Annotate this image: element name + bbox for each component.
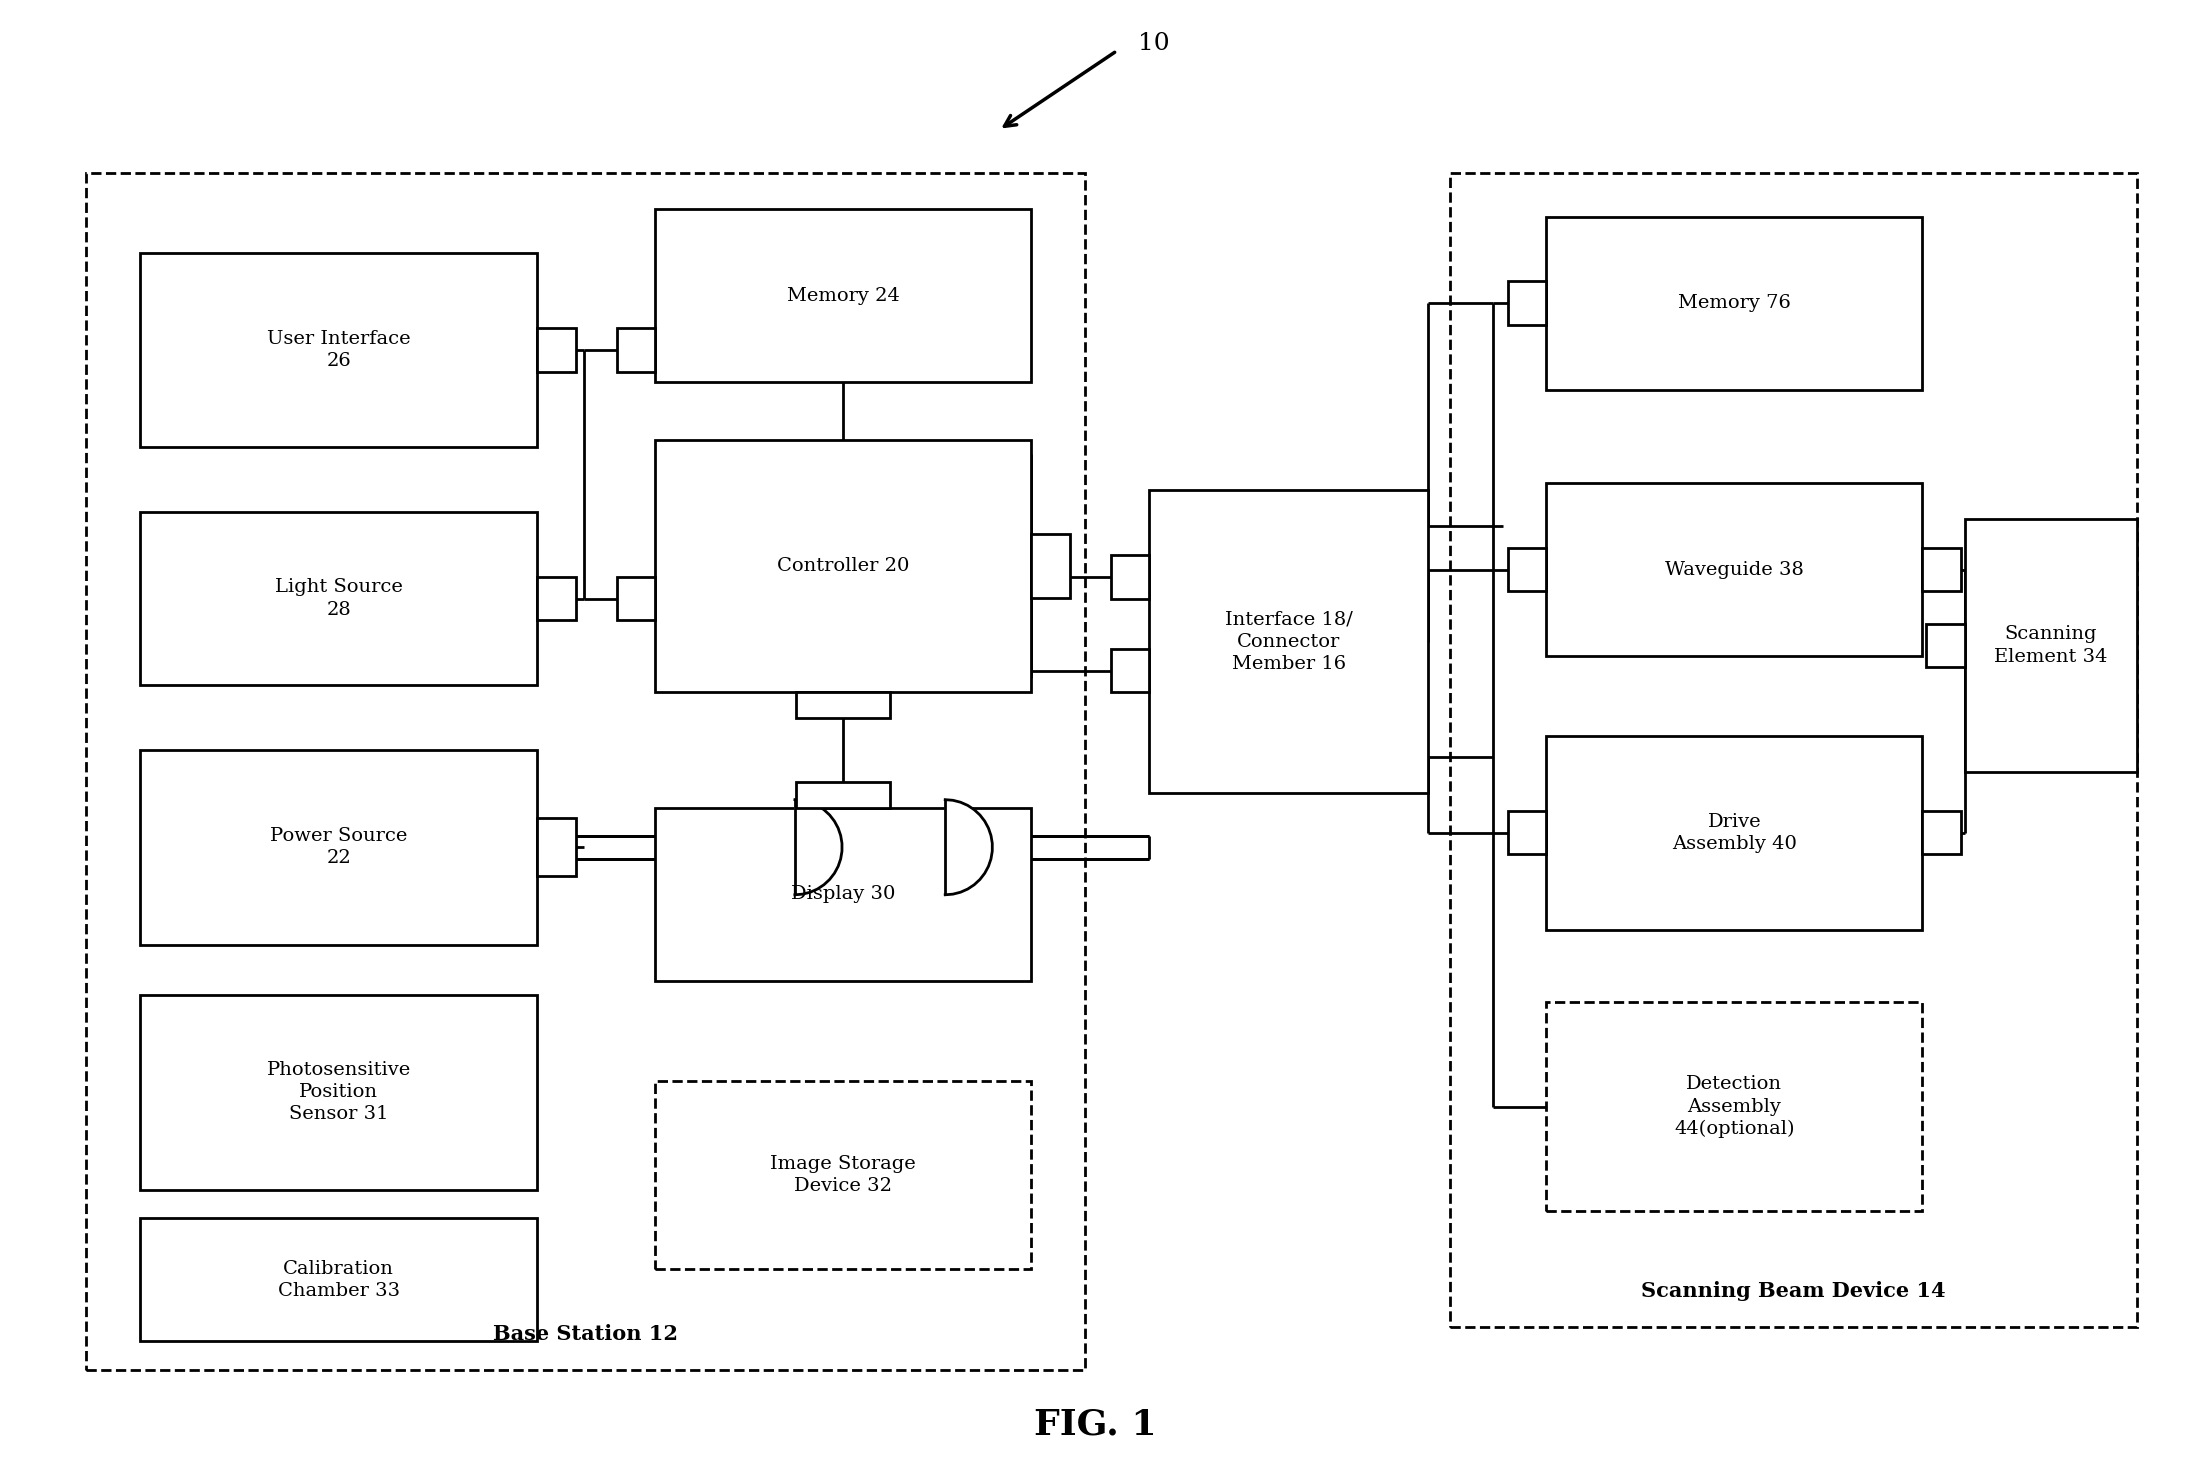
Bar	[616, 577, 655, 621]
Bar	[795, 781, 890, 808]
Bar	[85, 174, 1085, 1370]
Bar	[140, 512, 537, 685]
Bar	[1547, 216, 1922, 390]
Bar	[537, 328, 576, 372]
Text: Interface 18/
Connector
Member 16: Interface 18/ Connector Member 16	[1225, 610, 1352, 674]
Text: Image Storage
Device 32: Image Storage Device 32	[771, 1155, 916, 1196]
Bar	[1547, 736, 1922, 930]
Text: User Interface
26: User Interface 26	[267, 330, 410, 371]
Bar	[1450, 174, 2136, 1327]
Bar	[1150, 490, 1429, 793]
Bar	[616, 328, 655, 372]
Bar	[140, 1218, 537, 1342]
Text: Power Source
22: Power Source 22	[269, 827, 408, 868]
Bar	[537, 577, 576, 621]
Bar	[655, 209, 1032, 382]
Text: Drive
Assembly 40: Drive Assembly 40	[1672, 812, 1797, 853]
Polygon shape	[795, 800, 841, 894]
Bar	[1111, 555, 1150, 599]
Text: Base Station 12: Base Station 12	[493, 1324, 677, 1344]
Bar	[1547, 1002, 1922, 1211]
Text: Controller 20: Controller 20	[778, 558, 909, 575]
Bar	[1922, 811, 1961, 855]
Bar	[1507, 549, 1547, 591]
Bar	[140, 750, 537, 944]
Bar	[1926, 624, 1965, 666]
Bar	[1507, 281, 1547, 325]
Text: Light Source
28: Light Source 28	[274, 578, 403, 619]
Bar	[1547, 482, 1922, 656]
Text: Calibration
Chamber 33: Calibration Chamber 33	[278, 1259, 399, 1300]
Bar	[1965, 519, 2136, 771]
Bar	[1507, 811, 1547, 855]
Bar	[140, 253, 537, 447]
Bar	[140, 994, 537, 1190]
Text: Memory 76: Memory 76	[1678, 294, 1790, 312]
Bar	[655, 440, 1032, 693]
Polygon shape	[944, 800, 993, 894]
Text: 10: 10	[1139, 32, 1170, 54]
Text: Detection
Assembly
44(optional): Detection Assembly 44(optional)	[1674, 1075, 1794, 1139]
Text: Memory 24: Memory 24	[787, 287, 901, 304]
Bar	[1922, 549, 1961, 591]
Text: Display 30: Display 30	[791, 886, 896, 903]
Bar	[537, 818, 576, 877]
Text: FIG. 1: FIG. 1	[1034, 1408, 1157, 1442]
Bar	[1032, 534, 1069, 597]
Bar	[655, 808, 1032, 981]
Bar	[1111, 649, 1150, 693]
Text: Scanning
Element 34: Scanning Element 34	[1994, 625, 2108, 665]
Text: Photosensitive
Position
Sensor 31: Photosensitive Position Sensor 31	[267, 1061, 410, 1124]
Bar	[655, 1081, 1032, 1269]
Text: Scanning Beam Device 14: Scanning Beam Device 14	[1641, 1281, 1946, 1300]
Bar	[795, 693, 890, 718]
Text: Waveguide 38: Waveguide 38	[1665, 560, 1803, 578]
